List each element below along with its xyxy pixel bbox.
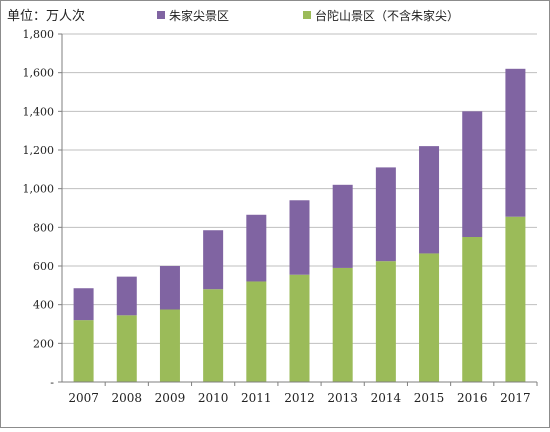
- bar-segment-putuoshan: [203, 289, 224, 382]
- bar-segment-putuoshan: [159, 309, 180, 382]
- bar-segment-zhujiajian: [419, 146, 440, 254]
- x-tick-label: 2014: [371, 391, 402, 405]
- y-tick-label: -: [50, 376, 54, 389]
- axes: [61, 34, 537, 383]
- bar-segment-putuoshan: [116, 315, 137, 382]
- x-tick-label: 2008: [111, 391, 142, 405]
- bar-segment-zhujiajian: [159, 266, 180, 310]
- bar-segment-putuoshan: [332, 267, 353, 382]
- x-tick-label: 2011: [241, 391, 272, 405]
- x-tick-label: 2013: [327, 391, 358, 405]
- y-tick-label: 600: [33, 260, 54, 273]
- bar-segment-putuoshan: [375, 261, 396, 382]
- x-tick-label: 2017: [500, 391, 531, 405]
- bar-segment-zhujiajian: [73, 288, 94, 321]
- bar-segment-zhujiajian: [332, 184, 353, 268]
- x-tick-labels: 2007 2008 2009 2010 2011 2012 2013 2014 2015 2016…: [68, 391, 530, 405]
- y-tick-label: 1,800: [23, 28, 55, 41]
- x-tick-label: 2009: [155, 391, 186, 405]
- bar-segment-zhujiajian: [289, 200, 310, 275]
- bar-segment-putuoshan: [505, 216, 526, 382]
- bar-segment-zhujiajian: [462, 111, 483, 237]
- legend-label-zhujiajian: 朱家尖景区: [169, 8, 229, 23]
- y-tick-label: 800: [33, 221, 54, 234]
- bar-segment-putuoshan: [73, 320, 94, 382]
- legend-label-putuoshan: 台陀山景区（不含朱家尖）: [315, 8, 459, 23]
- bar-segment-putuoshan: [289, 274, 310, 382]
- bar-segment-putuoshan: [419, 253, 440, 382]
- x-tick-label: 2012: [284, 391, 315, 405]
- y-tick-label: 1,400: [23, 105, 55, 118]
- legend: 朱家尖景区 台陀山景区（不含朱家尖）: [157, 8, 459, 23]
- legend-swatch-putuoshan: [303, 11, 311, 19]
- bar-segment-zhujiajian: [246, 214, 267, 282]
- y-tick-label: 400: [33, 299, 54, 312]
- y-tick-label: 1,200: [23, 144, 55, 157]
- bar-segment-zhujiajian: [505, 68, 526, 217]
- bar-segment-zhujiajian: [116, 276, 137, 316]
- y-tick-labels: - 200 400 600 800 1,000 1,200 1,400 1,600 1,800: [23, 28, 55, 389]
- x-tick-label: 2016: [457, 391, 488, 405]
- x-tick-label: 2010: [198, 391, 229, 405]
- bar-segment-zhujiajian: [375, 167, 396, 262]
- unit-label: 单位：万人次: [7, 8, 85, 24]
- x-tick-label: 2007: [68, 391, 99, 405]
- y-tick-label: 200: [33, 337, 54, 350]
- x-tick-label: 2015: [414, 391, 445, 405]
- bars: [73, 68, 526, 382]
- y-tick-label: 1,600: [23, 67, 55, 80]
- bar-segment-zhujiajian: [203, 230, 224, 290]
- y-tick-label: 1,000: [23, 183, 55, 196]
- legend-swatch-zhujiajian: [157, 11, 165, 19]
- bar-segment-putuoshan: [462, 237, 483, 382]
- bar-segment-putuoshan: [246, 281, 267, 382]
